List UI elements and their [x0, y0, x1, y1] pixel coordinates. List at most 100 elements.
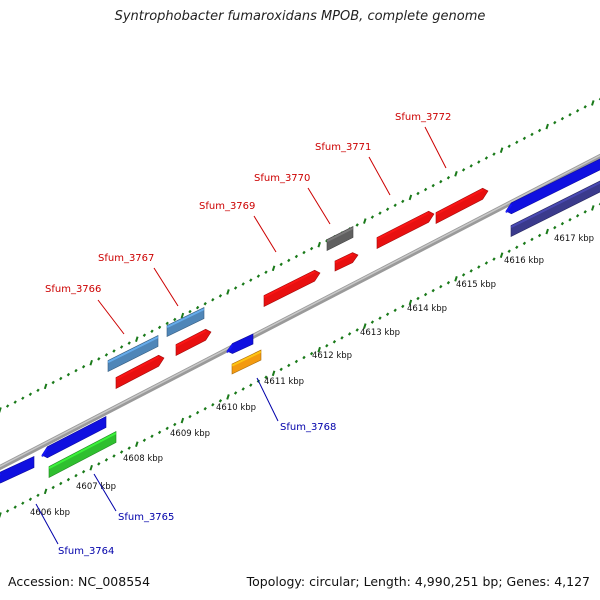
- upper-minor-tick: [431, 183, 435, 188]
- upper-minor-tick: [484, 156, 489, 160]
- lower-major-tick: [271, 370, 276, 377]
- upper-minor-tick: [294, 254, 299, 259]
- lower-minor-tick: [13, 505, 17, 509]
- scale-label: 4609 kbp: [170, 429, 210, 439]
- lower-minor-tick: [522, 241, 527, 246]
- upper-minor-tick: [188, 309, 192, 314]
- upper-minor-tick: [537, 128, 542, 133]
- upper-minor-tick: [522, 136, 527, 141]
- lower-major-tick: [454, 275, 458, 282]
- lower-minor-tick: [173, 422, 177, 427]
- upper-minor-tick: [81, 364, 86, 369]
- lower-minor-tick: [477, 265, 481, 269]
- lower-minor-tick: [36, 493, 40, 498]
- upper-minor-tick: [477, 160, 481, 164]
- gene-label: Sfum_3767: [98, 253, 154, 264]
- gene-arrow: [510, 180, 600, 237]
- gene-arrow-sfum-3767: [166, 307, 205, 337]
- upper-major-tick: [591, 100, 595, 106]
- lower-minor-tick: [416, 296, 420, 301]
- lower-minor-tick: [515, 245, 519, 250]
- lower-minor-tick: [507, 249, 511, 253]
- upper-minor-tick: [142, 333, 147, 337]
- lower-major-tick: [408, 299, 413, 306]
- upper-minor-tick: [492, 152, 496, 156]
- lower-minor-tick: [431, 288, 435, 293]
- gene-leader-line: [35, 503, 59, 545]
- upper-minor-tick: [59, 376, 63, 381]
- accession-text: Accession: NC_008554: [8, 574, 151, 589]
- gene-leader-line: [307, 187, 331, 225]
- lower-minor-tick: [378, 316, 382, 320]
- gene-arrow: [334, 252, 359, 272]
- lower-minor-tick: [195, 410, 200, 415]
- gene-label: Sfum_3766: [45, 284, 101, 295]
- lower-major-tick: [545, 228, 549, 235]
- upper-minor-tick: [28, 392, 33, 396]
- lower-minor-tick: [492, 257, 496, 261]
- upper-minor-tick: [575, 109, 580, 113]
- lower-minor-tick: [157, 430, 162, 435]
- lower-minor-tick: [401, 304, 405, 309]
- tick-row-lower: [0, 202, 600, 518]
- upper-major-tick: [317, 241, 321, 248]
- upper-major-tick: [180, 312, 185, 319]
- upper-minor-tick: [256, 274, 261, 278]
- upper-minor-tick: [560, 116, 565, 121]
- scale-label: 4616 kbp: [504, 256, 544, 266]
- upper-minor-tick: [233, 286, 238, 290]
- lower-minor-tick: [74, 473, 78, 478]
- lower-minor-tick: [302, 355, 306, 360]
- gene-arrow-sfum-3766: [107, 335, 159, 372]
- lower-minor-tick: [5, 509, 10, 513]
- scale-label: 4612 kbp: [312, 351, 352, 361]
- lower-minor-tick: [218, 399, 223, 403]
- lower-minor-tick: [119, 450, 124, 454]
- lower-minor-tick: [28, 497, 33, 501]
- lower-minor-tick: [249, 383, 253, 387]
- lower-minor-tick: [553, 225, 557, 230]
- gene-arrow-sfum-3765: [48, 431, 117, 478]
- upper-minor-tick: [150, 329, 154, 334]
- upper-minor-tick: [203, 301, 207, 306]
- scale-label: 4614 kbp: [407, 304, 447, 314]
- lower-minor-tick: [51, 485, 55, 490]
- upper-minor-tick: [279, 262, 283, 267]
- upper-minor-tick: [112, 349, 116, 353]
- upper-minor-tick: [446, 175, 451, 180]
- upper-minor-tick: [515, 140, 519, 145]
- gene-leader-line: [93, 473, 117, 512]
- lower-minor-tick: [211, 403, 215, 407]
- lower-minor-tick: [81, 469, 86, 474]
- lower-minor-tick: [264, 375, 268, 379]
- lower-minor-tick: [537, 233, 542, 238]
- upper-minor-tick: [165, 321, 169, 326]
- upper-minor-tick: [74, 368, 78, 373]
- upper-minor-tick: [13, 400, 17, 404]
- gene-leader-line: [424, 126, 447, 169]
- upper-minor-tick: [568, 112, 572, 117]
- upper-minor-tick: [97, 357, 101, 361]
- upper-minor-tick: [157, 325, 162, 330]
- gene-arrow-sfum-3772: [435, 187, 489, 224]
- lower-major-tick: [499, 252, 504, 258]
- lower-minor-tick: [461, 273, 466, 277]
- upper-major-tick: [89, 359, 93, 366]
- gene-leader-line: [256, 377, 279, 422]
- upper-minor-tick: [393, 203, 397, 208]
- upper-major-tick: [408, 194, 413, 201]
- lower-minor-tick: [165, 426, 169, 431]
- lower-major-tick: [135, 441, 139, 447]
- upper-minor-tick: [461, 168, 466, 172]
- lower-minor-tick: [233, 391, 238, 395]
- upper-major-tick: [363, 218, 367, 224]
- lower-minor-tick: [59, 481, 63, 486]
- gene-leader-line: [368, 156, 391, 196]
- lower-minor-tick: [484, 261, 489, 265]
- lower-minor-tick: [439, 284, 443, 289]
- lower-minor-tick: [279, 367, 283, 372]
- scale-label: 4606 kbp: [30, 508, 70, 518]
- lower-minor-tick: [241, 387, 245, 391]
- genome-backbone: [0, 153, 600, 471]
